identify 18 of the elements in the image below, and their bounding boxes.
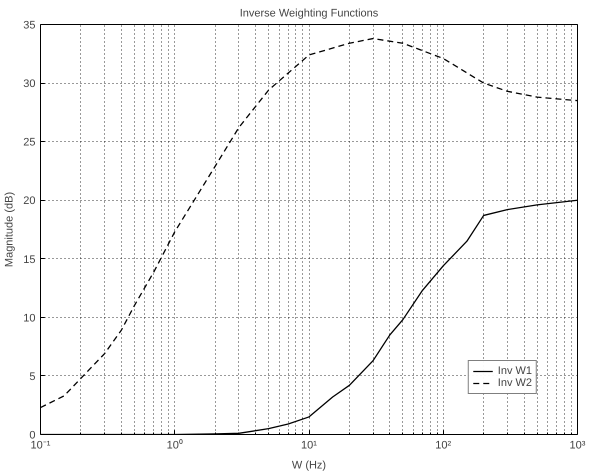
x-tick-label: 10³ xyxy=(570,440,586,452)
y-axis-title: Magnitude (dB) xyxy=(3,192,16,268)
y-tick-label: 15 xyxy=(23,254,36,266)
legend-label: Inv W2 xyxy=(498,377,532,389)
x-tick-label: 10¹ xyxy=(301,440,318,452)
y-tick-label: 5 xyxy=(29,370,36,383)
x-tick-label: 10⁻¹ xyxy=(30,440,51,452)
y-tick-label: 20 xyxy=(23,195,36,208)
y-tick-label: 0 xyxy=(29,430,36,442)
y-tick-label: 25 xyxy=(23,136,36,149)
x-axis-title: W (Hz) xyxy=(292,460,326,472)
y-tick-label: 10 xyxy=(23,312,36,324)
y-tick-label: 35 xyxy=(23,20,36,32)
legend-label: Inv W1 xyxy=(498,365,532,377)
chart-title: Inverse Weighting Functions xyxy=(240,8,379,20)
x-tick-label: 10² xyxy=(435,440,452,452)
x-tick-label: 10⁰ xyxy=(166,438,183,452)
y-tick-label: 30 xyxy=(23,78,36,90)
